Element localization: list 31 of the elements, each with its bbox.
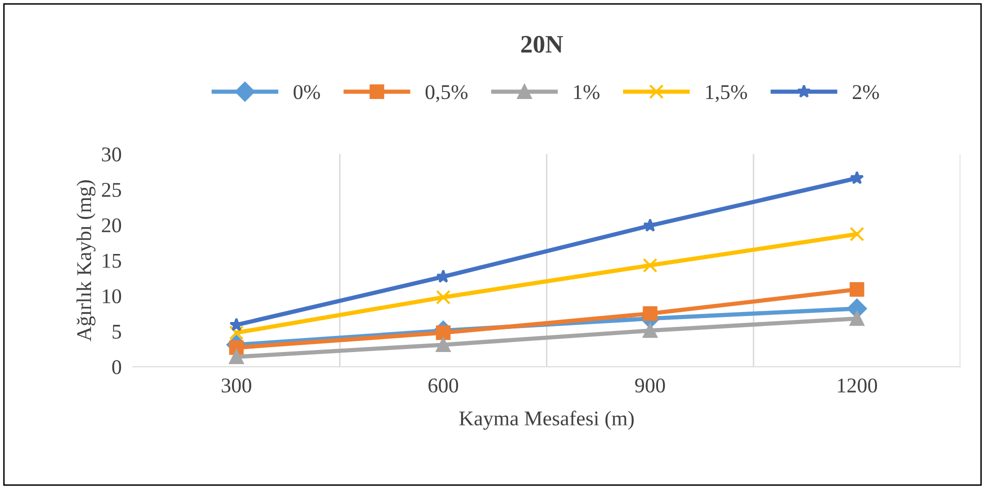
point (436, 325, 451, 340)
y-tick-label: 25 (102, 182, 122, 197)
x-tick-label: 300 (222, 378, 252, 393)
x-axis-title: Kayma Mesafesi (m) (459, 410, 634, 430)
legend-label: 0,5% (426, 85, 468, 102)
y-tick-label: 5 (112, 324, 122, 339)
point (850, 311, 864, 326)
x-tick-label: 1200 (838, 378, 877, 393)
point (642, 258, 658, 273)
y-tick-label: 10 (102, 289, 122, 304)
y-tick-label: 20 (102, 218, 122, 232)
chart-title: 20N (521, 36, 563, 53)
point (850, 226, 864, 242)
point (229, 325, 244, 340)
point (850, 282, 864, 297)
y-axis-title: Ağırlık Kaybı (mg) (76, 180, 96, 342)
x-tick-label: 600 (428, 378, 458, 393)
legend-label: 2% (852, 85, 879, 100)
y-tick-label: 15 (102, 254, 122, 268)
point (850, 170, 864, 184)
legend-label: 1,5% (706, 85, 747, 102)
x-tick-label: 900 (635, 378, 665, 393)
y-tick-label: 0 (112, 360, 122, 374)
legend-label: 1% (574, 85, 600, 100)
point (436, 290, 451, 305)
point (642, 306, 658, 321)
point (642, 323, 658, 338)
point (436, 337, 451, 352)
y-tick-label: 30 (102, 147, 122, 162)
legend-label: 0% (294, 85, 320, 100)
point (229, 350, 244, 364)
